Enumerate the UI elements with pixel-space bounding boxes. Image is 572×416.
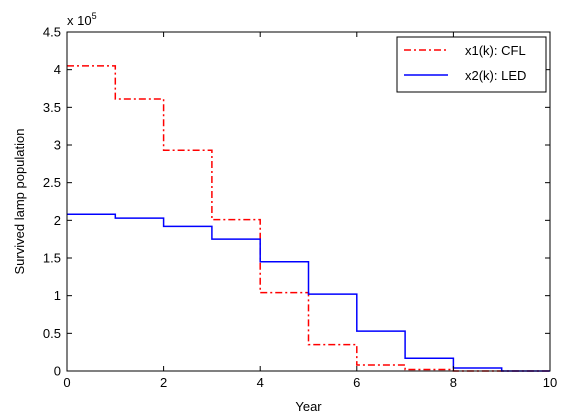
series-line-1 xyxy=(67,213,550,372)
legend-box xyxy=(396,36,547,93)
x-tick-label: 6 xyxy=(353,375,360,390)
legend-led-label: x2(k): LED xyxy=(465,68,526,83)
y-tick-label: 0 xyxy=(54,364,61,379)
legend: x1(k): CFL x2(k): LED xyxy=(396,36,547,93)
y-tick-label: 1.5 xyxy=(43,251,61,266)
y-tick-label: 2.5 xyxy=(43,175,61,190)
y-axis-multiplier-base: x 10 xyxy=(67,13,92,28)
y-axis-label: Survived lamp population xyxy=(12,129,27,275)
plot-area-frame xyxy=(66,31,551,372)
x-axis-label: Year xyxy=(295,399,322,414)
x-tick-label: 8 xyxy=(450,375,457,390)
y-tick-label: 3.5 xyxy=(43,100,61,115)
y-tick-label: 2 xyxy=(54,213,61,228)
x-tick-label: 10 xyxy=(543,375,557,390)
x-tick-label: 4 xyxy=(257,375,264,390)
y-tick-label: 0.5 xyxy=(43,326,61,341)
x-tick-label: 0 xyxy=(63,375,70,390)
y-tick-label: 1 xyxy=(54,288,61,303)
legend-cfl-label: x1(k): CFL xyxy=(465,43,526,58)
y-tick-label: 4 xyxy=(54,62,61,77)
y-tick-label: 3 xyxy=(54,138,61,153)
y-axis-multiplier-exponent: 5 xyxy=(92,11,97,21)
y-axis-multiplier: x 105 xyxy=(67,11,97,28)
x-tick-label: 2 xyxy=(160,375,167,390)
y-tick-label: 4.5 xyxy=(43,25,61,40)
